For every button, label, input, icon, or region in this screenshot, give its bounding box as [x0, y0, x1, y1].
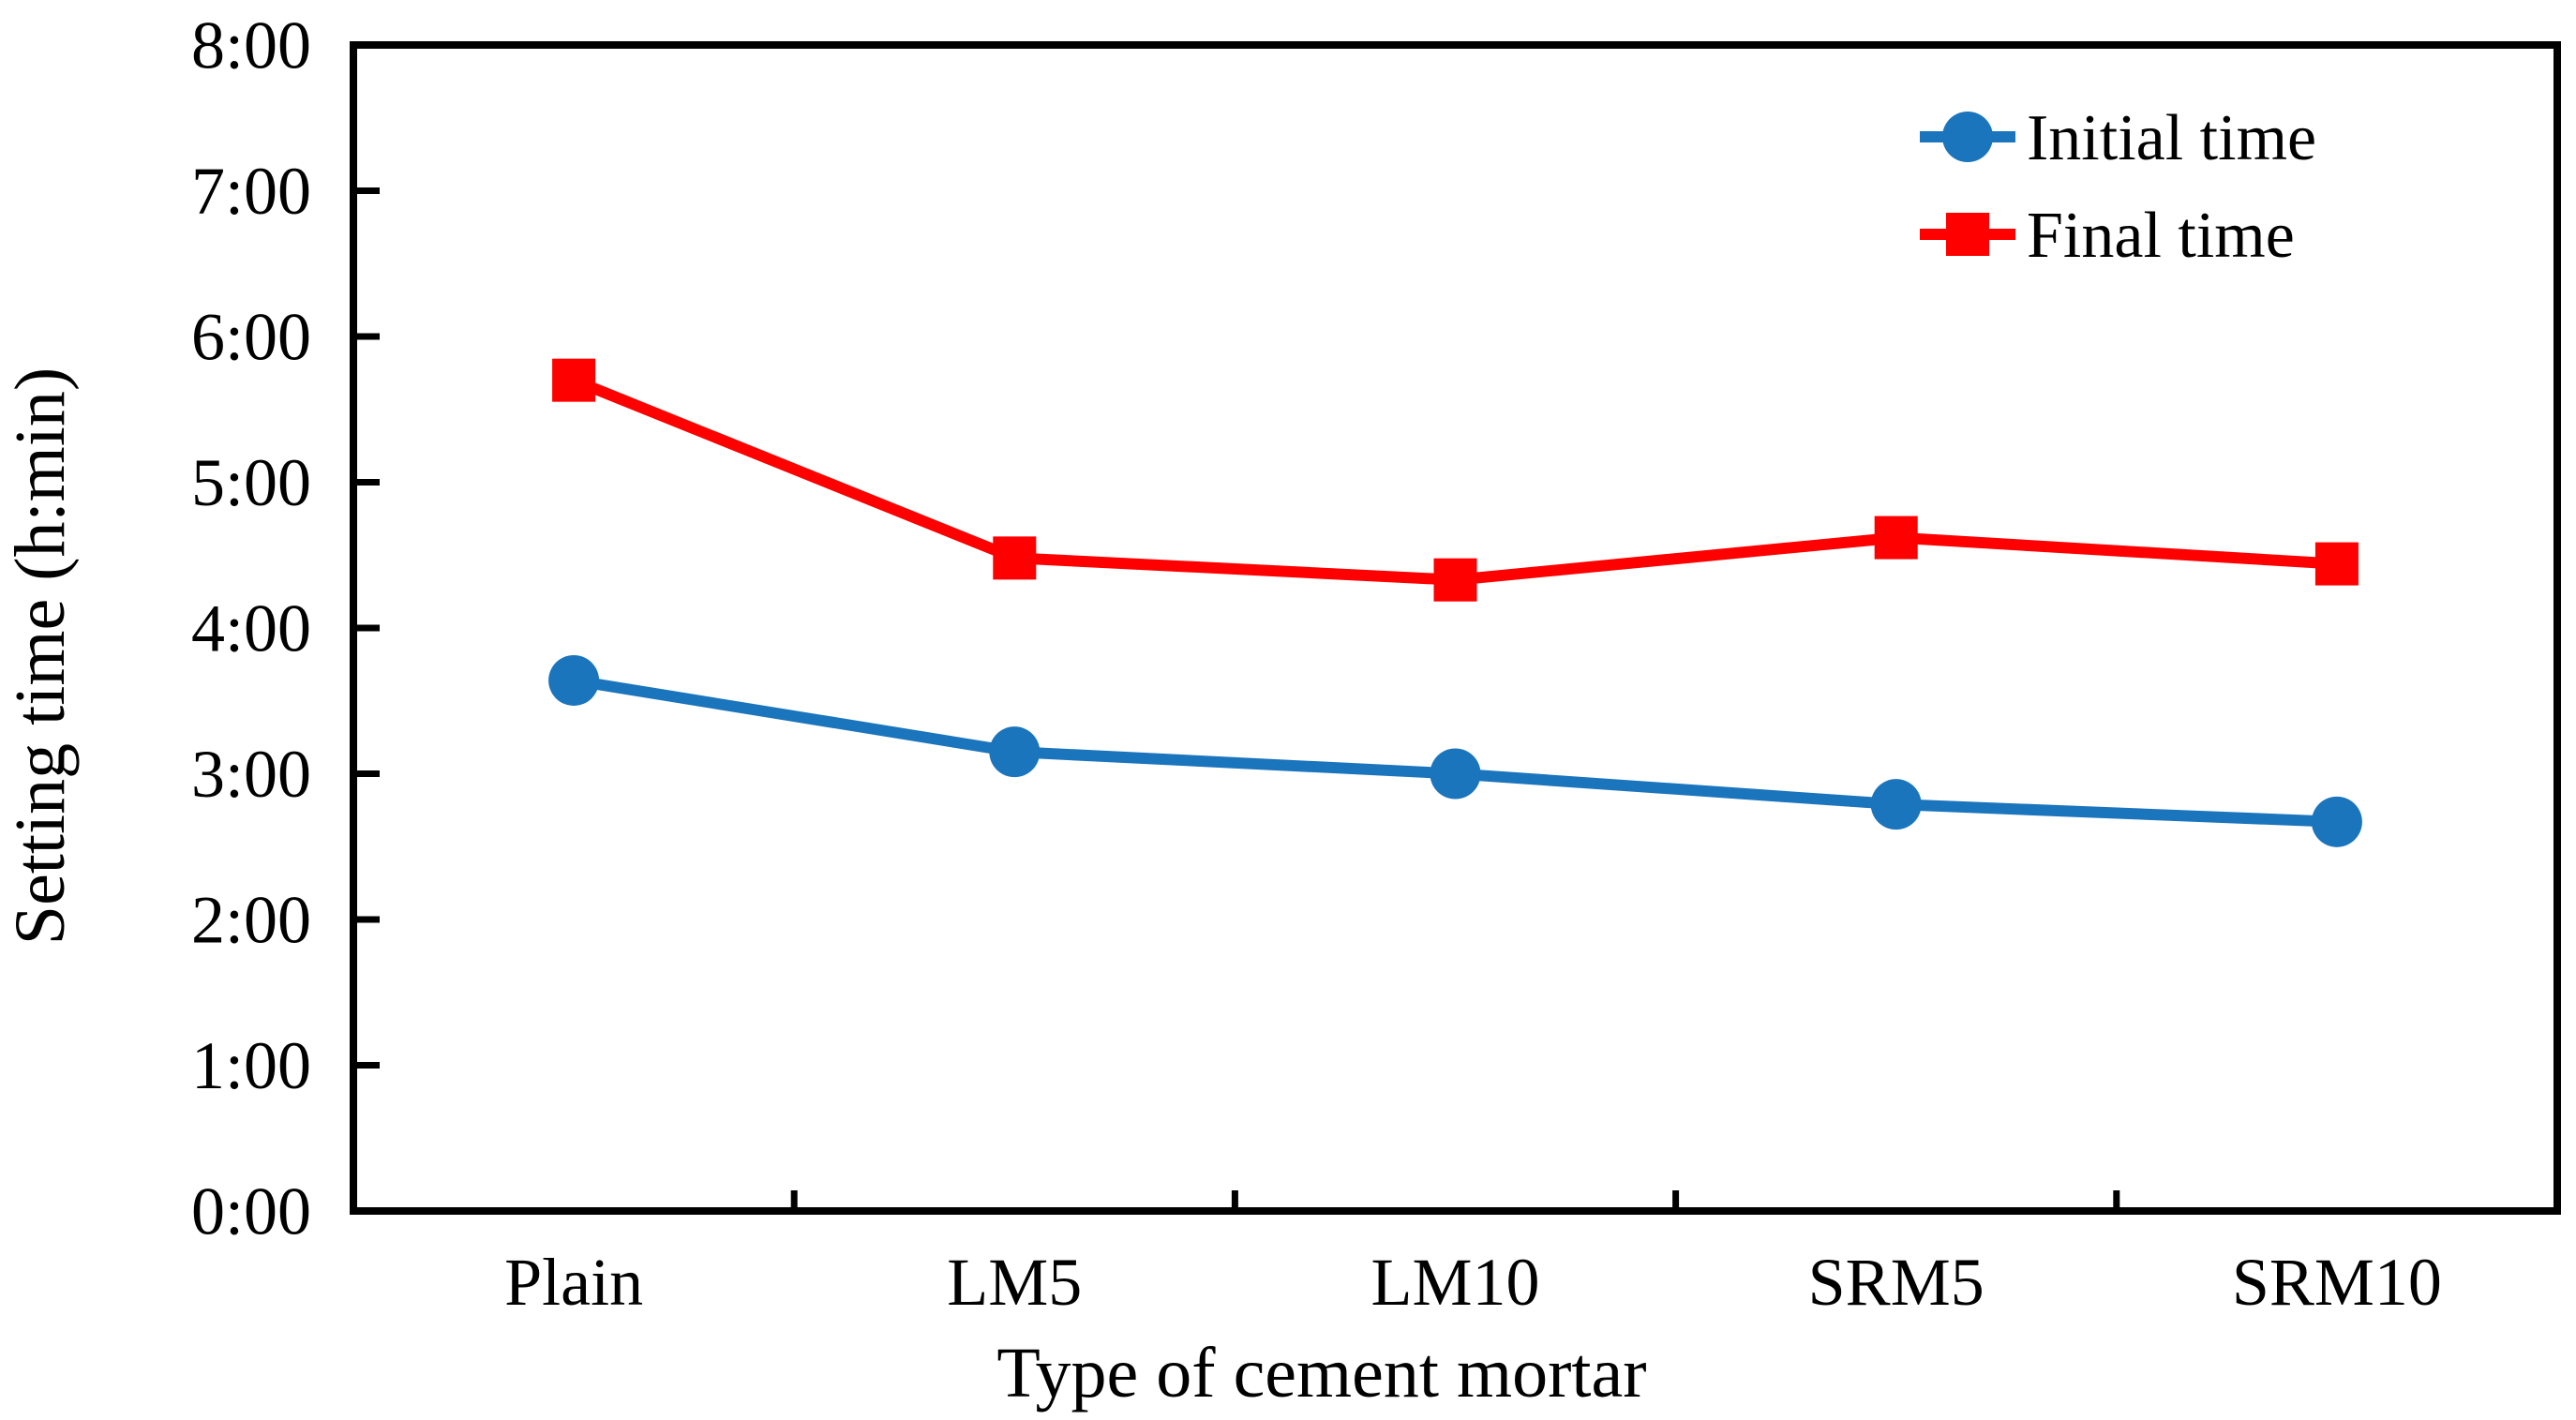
data-point-initial-plain: [548, 654, 600, 706]
legend-item-label: Initial time: [2027, 102, 2316, 174]
data-point-final-lm5: [993, 536, 1037, 580]
data-point-initial-lm5: [989, 726, 1041, 778]
x-category-label: SRM10: [2232, 1245, 2442, 1320]
y-tick-label: 4:00: [191, 590, 311, 665]
y-tick-label: 8:00: [191, 7, 311, 82]
data-point-final-srm10: [2314, 542, 2359, 586]
y-tick-label: 6:00: [191, 299, 311, 374]
series-line-final-time: [571, 375, 2338, 586]
data-point-final-plain: [552, 358, 596, 402]
x-category-label: Plain: [504, 1245, 643, 1320]
data-point-final-srm5: [1874, 516, 1918, 560]
y-tick-label: 1:00: [191, 1028, 311, 1103]
y-tick-label: 2:00: [191, 882, 311, 957]
y-tick-label: 3:00: [191, 737, 311, 812]
y-tick-label: 7:00: [191, 154, 311, 229]
plot-border: [350, 41, 2561, 1215]
data-point-final-lm10: [1433, 558, 1477, 602]
x-category-label: SRM5: [1808, 1245, 1984, 1320]
data-point-initial-srm5: [1870, 779, 1922, 830]
y-axis-title: Setting time (h:min): [1, 367, 80, 945]
data-point-initial-srm10: [2311, 796, 2362, 847]
legend-item-label: Final time: [2027, 200, 2295, 272]
y-tick-label: 0:00: [191, 1173, 311, 1248]
x-category-label: LM10: [1371, 1245, 1540, 1320]
x-category-label: LM5: [947, 1245, 1082, 1320]
legend-marker-square-icon: [1946, 213, 1989, 256]
legend-marker-circle-icon: [1942, 112, 1993, 162]
data-point-initial-lm10: [1430, 748, 1481, 800]
y-tick-label: 5:00: [191, 445, 311, 520]
x-axis-title: Type of cement mortar: [996, 1334, 1646, 1413]
